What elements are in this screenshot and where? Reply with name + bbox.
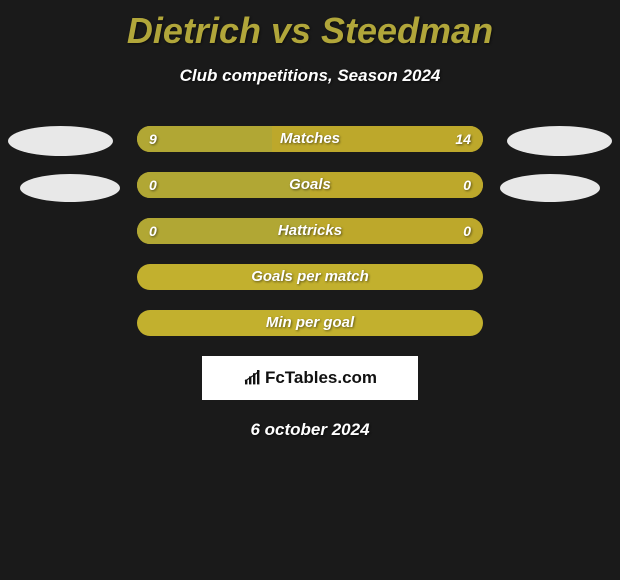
stat-bar-label: Matches [137,126,483,152]
stat-bar: Matches9 14 [137,126,483,152]
date-label: 6 october 2024 [0,420,620,440]
stat-bar-label: Goals per match [137,264,483,290]
stat-bar-left-value: 9 [149,126,157,152]
logo: FcTables.com [243,368,377,388]
stat-bar: Hattricks0 0 [137,218,483,244]
player-right-ellipse-2 [500,174,600,202]
bar-chart-icon [243,370,263,386]
comparison-area: Matches914Goals00Hattricks00Goals per ma… [0,126,620,440]
stat-bar-left-value: 0 [149,172,157,198]
stat-bar-right-value: 0 [463,172,471,198]
stat-bar: Goals per match [137,264,483,290]
stat-bar: Goals0 0 [137,172,483,198]
player-left-ellipse-2 [20,174,120,202]
stat-bar: Min per goal [137,310,483,336]
stat-bar-left-value: 0 [149,218,157,244]
stat-bar-right-value: 14 [455,126,471,152]
stat-bars: Matches914Goals00Hattricks00Goals per ma… [137,126,483,336]
player-left-ellipse-1 [8,126,113,156]
logo-text: FcTables.com [265,368,377,388]
subtitle: Club competitions, Season 2024 [0,66,620,86]
page-title: Dietrich vs Steedman [0,0,620,52]
player-right-ellipse-1 [507,126,612,156]
stat-bar-label: Min per goal [137,310,483,336]
stat-bar-right-value: 0 [463,218,471,244]
stat-bar-label: Hattricks [137,218,483,244]
stat-bar-label: Goals [137,172,483,198]
logo-box: FcTables.com [202,356,418,400]
